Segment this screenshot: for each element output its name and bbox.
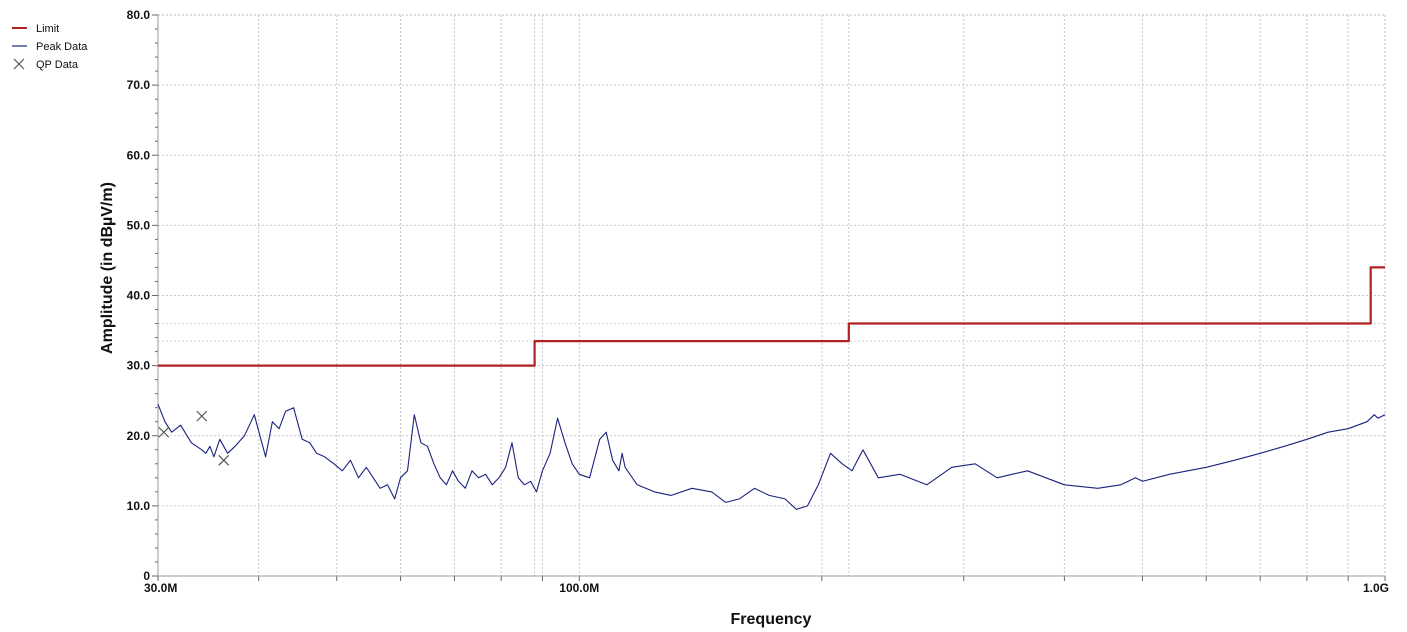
y-tick-label: 80.0 xyxy=(127,8,151,22)
qp-data-point xyxy=(196,410,208,422)
x-tick-labels: 30.0M 100.0M 1.0G xyxy=(144,581,1389,595)
y-tick-label: 50.0 xyxy=(127,218,151,232)
legend-label: Limit xyxy=(36,23,59,35)
qp-data-markers xyxy=(158,410,230,466)
y-tick-label: 30.0 xyxy=(127,359,151,373)
x-tick-label: 1.0G xyxy=(1363,581,1389,595)
y-tick-label: 10.0 xyxy=(127,499,151,513)
peak-data-line xyxy=(157,403,1386,510)
y-tick-labels: 0 10.0 20.0 30.0 40.0 50.0 60.0 70.0 80.0 xyxy=(127,8,151,583)
series-layer xyxy=(157,266,1386,510)
x-axis-title: Frequency xyxy=(731,611,812,628)
minor-ticks xyxy=(152,14,1386,581)
y-tick-label: 0 xyxy=(143,569,150,583)
legend: Limit Peak Data QP Data xyxy=(12,23,88,71)
qp-data-point xyxy=(158,426,170,438)
x-tick-label: 30.0M xyxy=(144,581,177,595)
limit-line xyxy=(158,266,1385,367)
x-tick-label: 100.0M xyxy=(559,581,599,595)
qp-data-point xyxy=(218,454,230,466)
legend-label: Peak Data xyxy=(36,41,88,53)
y-tick-label: 40.0 xyxy=(127,289,151,303)
legend-label: QP Data xyxy=(36,59,79,71)
y-tick-label: 20.0 xyxy=(127,429,151,443)
y-tick-label: 70.0 xyxy=(127,78,151,92)
y-tick-label: 60.0 xyxy=(127,148,151,162)
legend-marker-qp xyxy=(13,58,25,70)
y-axis-title: Amplitude (in dBµV/m) xyxy=(99,182,116,354)
